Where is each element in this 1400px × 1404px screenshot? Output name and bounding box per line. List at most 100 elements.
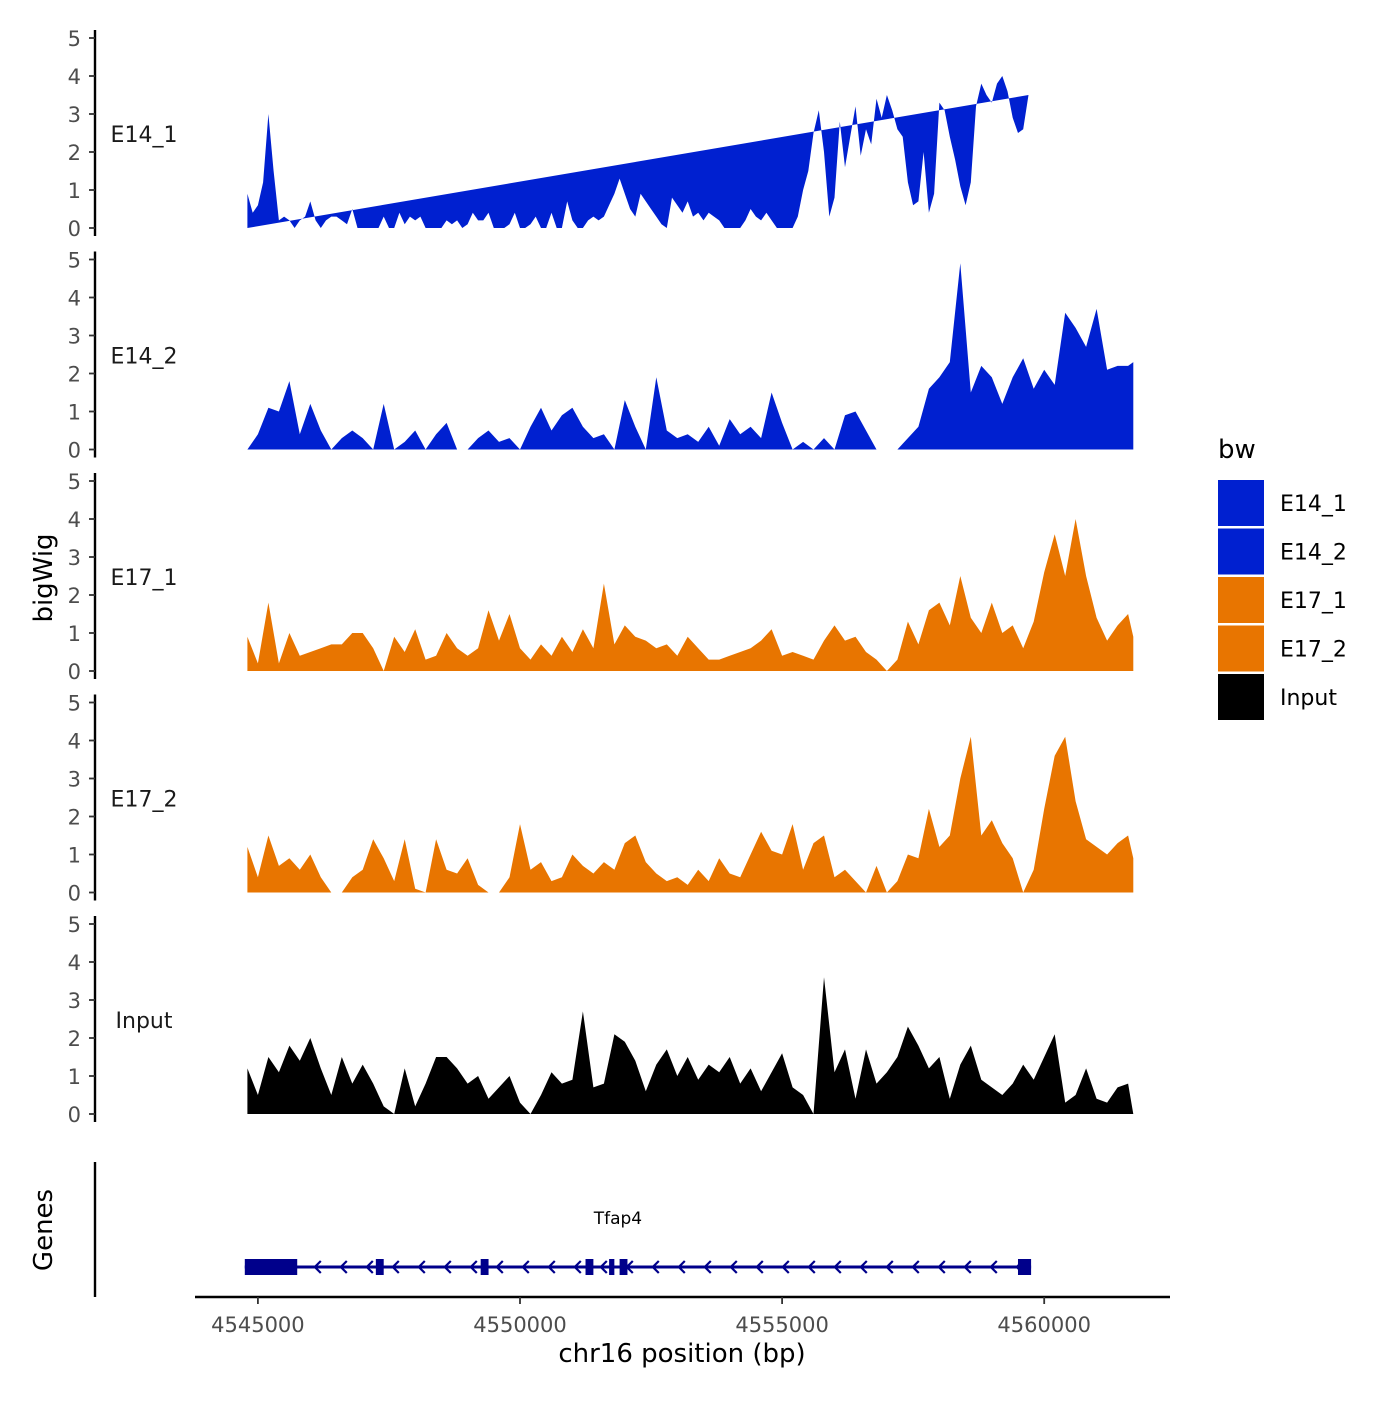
strand-arrow	[417, 1260, 426, 1274]
y-tick-label: 4	[68, 65, 81, 89]
strand-arrow	[599, 1260, 608, 1274]
track-e17-1: 0 1 2 3 4 5 E17_1	[68, 470, 1134, 684]
strand-arrow	[859, 1260, 868, 1274]
x-tick-label: 4560000	[997, 1313, 1091, 1337]
tracks-layer: 0 1 2 3 4 5 E14_1 0 1 2 3 4 5 E14_2 0 1 2 3 4 5 E17_1 0 1 2 3 4 5 E…	[68, 27, 1134, 1127]
track-e14-2: 0 1 2 3 4 5 E14_2	[68, 249, 1134, 463]
y-tick-label: 3	[68, 546, 81, 570]
strand-arrow	[547, 1260, 556, 1274]
y-tick-label: 2	[68, 806, 81, 830]
legend-item: E14_2	[1218, 528, 1347, 575]
y-tick-label: 2	[68, 1027, 81, 1051]
y-tick-label: 1	[68, 179, 81, 203]
strand-arrow	[339, 1260, 348, 1274]
strand-arrow	[521, 1260, 530, 1274]
legend: bw E14_1 E14_2 E17_1 E17_2 Input	[1218, 435, 1347, 720]
x-tick-label: 4555000	[735, 1313, 829, 1337]
legend-label: E17_2	[1280, 638, 1347, 663]
strand-arrow	[989, 1260, 998, 1274]
track-input: 0 1 2 3 4 5 Input	[68, 913, 1134, 1127]
legend-title: bw	[1218, 435, 1256, 465]
legend-swatch	[1218, 528, 1264, 575]
track-e14-1: 0 1 2 3 4 5 E14_1	[68, 27, 1029, 241]
legend-swatch	[1218, 674, 1264, 720]
strand-arrow	[469, 1260, 478, 1274]
track-label: E17_1	[111, 566, 178, 591]
strand-arrow	[391, 1260, 400, 1274]
strand-arrow	[313, 1260, 322, 1274]
y-tick-label: 3	[68, 325, 81, 349]
y-tick-label: 5	[68, 692, 81, 716]
y-tick-label: 3	[68, 989, 81, 1013]
track-label: E14_2	[111, 345, 178, 370]
x-tick-label: 4550000	[473, 1313, 567, 1337]
strand-arrow	[833, 1260, 842, 1274]
gene-exon	[375, 1259, 384, 1275]
y-axis-title: bigWig	[29, 533, 59, 622]
gene-exon	[1017, 1259, 1032, 1275]
track-label: E14_1	[111, 123, 178, 148]
legend-label: Input	[1280, 686, 1337, 711]
gene-exon	[619, 1259, 628, 1275]
y-tick-label: 5	[68, 913, 81, 937]
gene-name-label: Tfap4	[593, 1209, 642, 1229]
gene-exon	[480, 1259, 489, 1275]
y-tick-label: 2	[68, 363, 81, 387]
strand-arrow	[755, 1260, 764, 1274]
gene-exon	[244, 1259, 298, 1275]
y-tick-label: 1	[68, 401, 81, 425]
y-tick-label: 5	[68, 470, 81, 494]
strand-arrow	[937, 1260, 946, 1274]
strand-arrow	[729, 1260, 738, 1274]
y-tick-label: 5	[68, 249, 81, 273]
track-e17-2: 0 1 2 3 4 5 E17_2	[68, 692, 1134, 906]
y-tick-label: 0	[68, 882, 81, 906]
y-tick-label: 0	[68, 1103, 81, 1127]
strand-arrow	[911, 1260, 920, 1274]
legend-swatch	[1218, 577, 1264, 623]
genes-axis-title: Genes	[29, 1189, 59, 1271]
y-tick-label: 5	[68, 27, 81, 51]
x-axis: 4545000 4550000 4555000 4560000	[195, 1295, 1170, 1337]
strand-arrow	[703, 1260, 712, 1274]
strand-arrow	[495, 1260, 504, 1274]
legend-item: E17_1	[1218, 577, 1347, 623]
track-area-e14-2	[247, 263, 1134, 450]
strand-arrow	[365, 1260, 374, 1274]
y-tick-label: 2	[68, 584, 81, 608]
y-tick-label: 3	[68, 768, 81, 792]
legend-item: E14_1	[1218, 480, 1347, 526]
y-tick-label: 4	[68, 951, 81, 975]
x-axis-title: chr16 position (bp)	[558, 1339, 805, 1369]
strand-arrow	[573, 1260, 582, 1274]
y-tick-label: 4	[68, 508, 81, 532]
y-tick-label: 0	[68, 439, 81, 463]
y-tick-label: 4	[68, 287, 81, 311]
genes-layer: Tfap4	[93, 1162, 1032, 1297]
strand-arrow	[885, 1260, 894, 1274]
strand-arrow	[807, 1260, 816, 1274]
strand-arrow	[963, 1260, 972, 1274]
track-area-input	[247, 977, 1134, 1114]
y-tick-label: 1	[68, 622, 81, 646]
strand-arrow	[781, 1260, 790, 1274]
legend-label: E17_1	[1280, 589, 1347, 614]
track-area-e17-2	[247, 736, 1134, 893]
y-tick-label: 0	[68, 660, 81, 684]
legend-item: Input	[1218, 674, 1337, 720]
strand-arrow	[443, 1260, 452, 1274]
legend-item: E17_2	[1218, 625, 1347, 672]
y-tick-label: 0	[68, 217, 81, 241]
legend-swatch	[1218, 480, 1264, 526]
y-tick-label: 4	[68, 730, 81, 754]
strand-arrow	[651, 1260, 660, 1274]
track-label: Input	[116, 1009, 173, 1034]
y-tick-label: 1	[68, 1065, 81, 1089]
legend-label: E14_1	[1280, 492, 1347, 517]
gene-exon	[585, 1259, 594, 1275]
x-tick-label: 4545000	[211, 1313, 305, 1337]
gene-exon	[609, 1259, 615, 1275]
legend-swatch	[1218, 625, 1264, 672]
y-tick-label: 3	[68, 103, 81, 127]
